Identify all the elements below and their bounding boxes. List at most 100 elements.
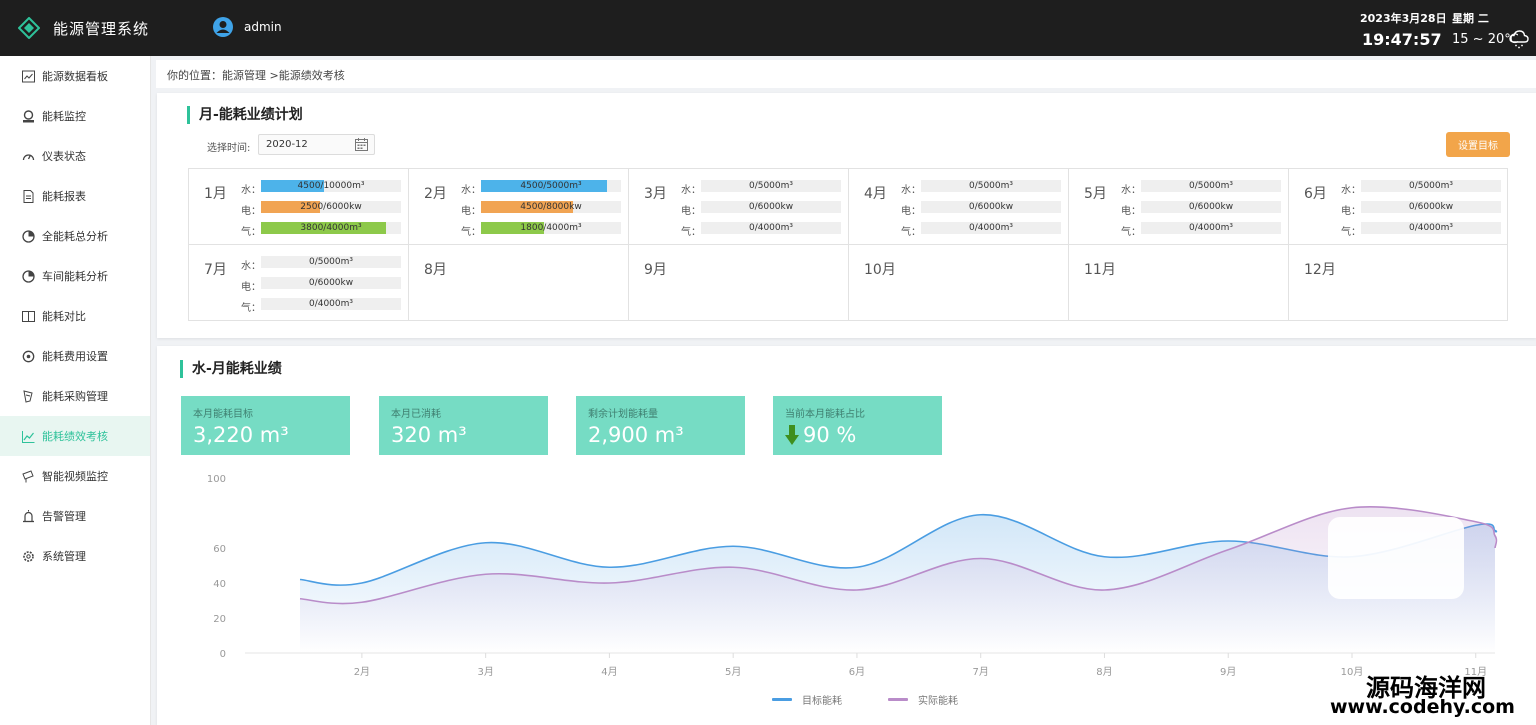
resource-label: 水： bbox=[461, 185, 481, 196]
y-tick-label: 60 bbox=[213, 544, 226, 555]
sidebar-item-alarm[interactable]: 告警管理 bbox=[0, 496, 150, 536]
logo-icon bbox=[18, 17, 40, 39]
legend-actual-swatch bbox=[888, 698, 908, 701]
arrow-down-icon bbox=[785, 425, 799, 445]
gear-icon bbox=[23, 550, 34, 562]
x-tick-label: 2月 bbox=[354, 666, 370, 678]
y-tick-label: 0 bbox=[220, 649, 226, 660]
resource-label: 水： bbox=[1121, 185, 1141, 196]
month-name: 8月 bbox=[424, 262, 447, 278]
sidebar-item-dashboard[interactable]: 能源数据看板 bbox=[0, 56, 150, 96]
x-tick-label: 5月 bbox=[725, 666, 741, 678]
x-tick-label: 3月 bbox=[477, 666, 493, 678]
progress-text: 0/5000m³ bbox=[968, 181, 1014, 191]
sidebar-item-report[interactable]: 能耗报表 bbox=[0, 176, 150, 216]
month-cell: 4月 水： 0/5000m³ 电： 0/6000kw 气： 0/4000m³ bbox=[849, 169, 1069, 245]
progress-text: 0/6000kw bbox=[968, 202, 1014, 212]
month-name: 7月 bbox=[204, 262, 227, 278]
purchase-icon bbox=[23, 389, 33, 403]
plan-title: 月-能耗业绩计划 bbox=[187, 106, 303, 124]
sidebar-item-meter-status[interactable]: 仪表状态 bbox=[0, 136, 150, 176]
app-title: 能源管理系统 bbox=[53, 20, 150, 38]
progress-fill bbox=[261, 180, 324, 192]
calendar-icon[interactable] bbox=[355, 138, 368, 151]
resource-label: 电： bbox=[241, 206, 261, 217]
user-name[interactable]: admin bbox=[244, 20, 282, 34]
series-area-actual bbox=[300, 506, 1497, 653]
sidebar-item-label: 能耗绩效考核 bbox=[42, 430, 108, 443]
progress-bar: 0/5000m³ bbox=[701, 180, 841, 192]
sidebar-item-label: 能耗监控 bbox=[42, 110, 86, 123]
breadcrumb: 你的位置：能源管理 >能源绩效考核 bbox=[156, 60, 1536, 88]
month-picker-input[interactable]: 2020-12 bbox=[258, 134, 375, 155]
y-tick-label: 100 bbox=[207, 474, 226, 485]
current-date: 2023年3月28日 bbox=[1360, 12, 1447, 25]
progress-text: 0/5000m³ bbox=[748, 181, 794, 191]
pie-chart-icon bbox=[22, 229, 35, 243]
kpi-value: 320 m³ bbox=[391, 423, 467, 447]
resource-label: 水： bbox=[241, 261, 261, 272]
progress-bar: 0/4000m³ bbox=[1141, 222, 1281, 234]
legend-actual-label: 实际能耗 bbox=[918, 696, 958, 707]
pie-chart-icon bbox=[22, 269, 35, 283]
sidebar-item-monitor[interactable]: 能耗监控 bbox=[0, 96, 150, 136]
month-cell: 7月 水： 0/5000m³ 电： 0/6000kw 气： 0/4000m³ bbox=[189, 245, 409, 321]
resource-label: 水： bbox=[1341, 185, 1361, 196]
sidebar-item-label: 能源数据看板 bbox=[42, 70, 108, 83]
kpi-value: 2,900 m³ bbox=[588, 423, 684, 447]
sidebar: 能源数据看板 能耗监控 仪表状态 能耗报表 全能耗总分析 车间能耗分析 能耗对比… bbox=[0, 56, 151, 725]
user-avatar-icon[interactable] bbox=[212, 16, 234, 38]
sidebar-item-label: 全能耗总分析 bbox=[42, 230, 108, 243]
date-label: 选择时间: bbox=[207, 143, 251, 154]
sidebar-item-purchase[interactable]: 能耗采购管理 bbox=[0, 376, 150, 416]
progress-bar: 0/5000m³ bbox=[921, 180, 1061, 192]
sidebar-item-system[interactable]: 系统管理 bbox=[0, 536, 150, 576]
progress-fill bbox=[481, 222, 544, 234]
legend-target-label: 目标能耗 bbox=[802, 696, 842, 707]
month-name: 11月 bbox=[1084, 262, 1116, 278]
resource-label: 气： bbox=[241, 303, 261, 314]
sidebar-item-compare[interactable]: 能耗对比 bbox=[0, 296, 150, 336]
x-tick-label: 9月 bbox=[1220, 666, 1236, 678]
progress-bar: 4500/8000kw bbox=[481, 201, 621, 213]
progress-text: 0/6000kw bbox=[308, 278, 354, 288]
progress-fill bbox=[481, 201, 574, 213]
set-target-button[interactable]: 设置目标 bbox=[1446, 132, 1510, 157]
progress-bar: 0/5000m³ bbox=[1141, 180, 1281, 192]
resource-label: 气： bbox=[461, 227, 481, 238]
sidebar-item-label: 告警管理 bbox=[42, 510, 86, 523]
sidebar-item-label: 车间能耗分析 bbox=[42, 270, 108, 283]
sidebar-item-label: 仪表状态 bbox=[42, 150, 86, 163]
month-cell: 3月 水： 0/5000m³ 电： 0/6000kw 气： 0/4000m³ bbox=[629, 169, 849, 245]
kpi-ratio: 当前本月能耗占比 90 % bbox=[773, 396, 942, 455]
kpi-label: 本月已消耗 bbox=[391, 409, 441, 420]
month-cell: 8月 bbox=[409, 245, 629, 321]
progress-bar: 0/6000kw bbox=[1361, 201, 1501, 213]
settings-coin-icon bbox=[22, 350, 35, 362]
plan-panel bbox=[157, 93, 1536, 338]
progress-text: 0/6000kw bbox=[1408, 202, 1454, 212]
kpi-remaining: 剩余计划能耗量 2,900 m³ bbox=[576, 396, 745, 455]
progress-text: 2500/6000kw bbox=[300, 202, 362, 212]
progress-text: 4500/8000kw bbox=[520, 202, 582, 212]
sidebar-item-video[interactable]: 智能视频监控 bbox=[0, 456, 150, 496]
progress-text: 1800/4000m³ bbox=[520, 223, 582, 233]
progress-bar: 3800/4000m³ bbox=[261, 222, 401, 234]
kpi-value: 3,220 m³ bbox=[193, 423, 289, 447]
sidebar-item-total-analysis[interactable]: 全能耗总分析 bbox=[0, 216, 150, 256]
months-grid: 1月 水： 4500/10000m³ 电： 2500/6000kw 气： 3800/4000… bbox=[188, 168, 1508, 321]
legend-actual[interactable]: 实际能耗 bbox=[888, 692, 958, 707]
series-line-actual bbox=[299, 506, 1498, 605]
sidebar-item-workshop-analysis[interactable]: 车间能耗分析 bbox=[0, 256, 150, 296]
legend-target-swatch bbox=[772, 698, 792, 701]
camera-icon bbox=[22, 469, 34, 482]
sidebar-item-performance[interactable]: 能耗绩效考核 bbox=[0, 416, 150, 456]
legend-target[interactable]: 目标能耗 bbox=[772, 692, 842, 707]
progress-fill bbox=[261, 201, 320, 213]
sidebar-item-label: 能耗采购管理 bbox=[42, 390, 108, 403]
top-header: 能源管理系统 admin 2023年3月28日 星期 二 19:47:57 15… bbox=[0, 0, 1536, 56]
sidebar-item-cost-settings[interactable]: 能耗费用设置 bbox=[0, 336, 150, 376]
resource-label: 电： bbox=[241, 282, 261, 293]
watermark-title: 源码海洋网 bbox=[1366, 674, 1486, 702]
progress-bar: 0/5000m³ bbox=[1361, 180, 1501, 192]
